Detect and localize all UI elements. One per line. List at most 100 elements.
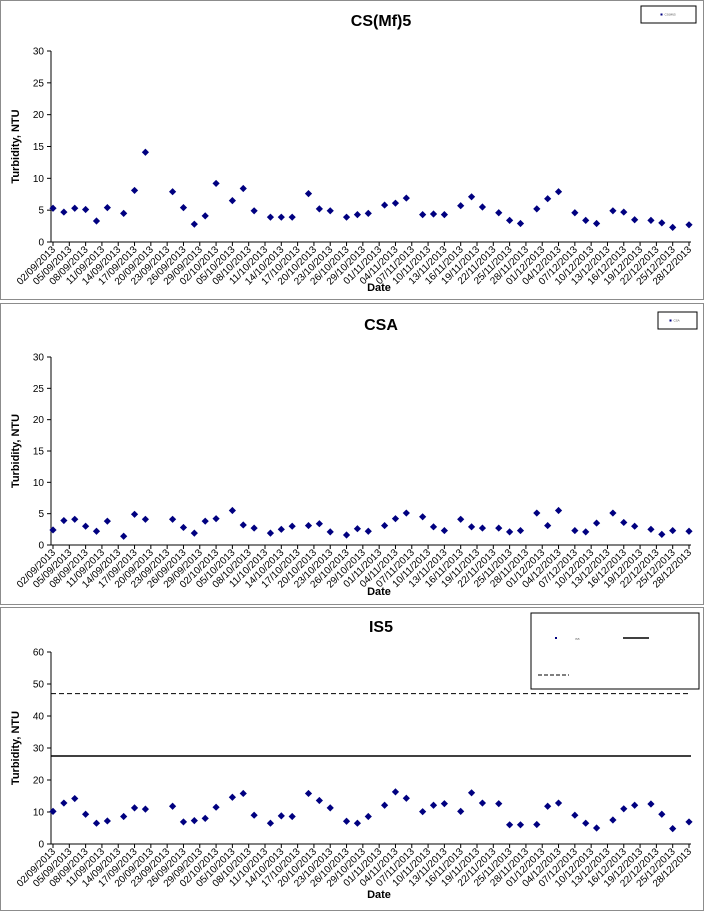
y-tick-label: 10	[33, 478, 45, 489]
y-tick-label: 0	[38, 238, 44, 249]
data-point	[71, 794, 79, 803]
data-point	[467, 193, 476, 201]
y-tick-label: 40	[33, 712, 45, 723]
y-tick-label: 30	[33, 353, 45, 364]
y-tick-label: 20	[33, 415, 45, 426]
data-point	[495, 524, 503, 532]
y-tick-label: 50	[33, 680, 45, 691]
data-point	[60, 516, 68, 525]
y-tick-label: 0	[38, 840, 44, 851]
data-point	[120, 812, 128, 821]
data-point	[685, 527, 693, 535]
y-axis-label: Turbidity, NTU	[10, 414, 22, 488]
data-point	[364, 812, 372, 821]
data-point	[228, 793, 236, 801]
data-point	[130, 186, 139, 195]
y-tick-label: 5	[38, 509, 44, 520]
data-point	[429, 210, 438, 218]
data-point	[168, 188, 177, 196]
data-point	[544, 195, 552, 203]
data-point	[609, 816, 617, 824]
data-point	[554, 188, 563, 196]
data-point	[440, 211, 448, 219]
data-point	[120, 209, 128, 217]
data-point	[288, 213, 296, 221]
y-tick-label: 5	[38, 206, 44, 217]
data-point	[49, 807, 57, 815]
chart-title: CSA	[364, 317, 398, 334]
data-point	[49, 204, 57, 212]
data-point	[571, 209, 579, 217]
data-point	[60, 208, 68, 216]
data-point	[103, 817, 111, 825]
data-point	[326, 804, 334, 812]
data-point	[631, 522, 639, 530]
data-point	[685, 221, 693, 229]
data-point	[571, 811, 579, 819]
y-axis-label: Turbidity, NTU	[10, 711, 22, 785]
data-point	[669, 526, 677, 535]
data-point	[544, 521, 552, 530]
data-point	[554, 506, 563, 515]
y-axis-label: Turbidity, NTU	[10, 109, 22, 183]
data-point	[326, 528, 334, 536]
data-point	[647, 216, 655, 224]
data-point	[592, 219, 601, 228]
data-point	[141, 515, 150, 523]
legend-label: CS(Mf)5	[665, 13, 676, 17]
data-point	[533, 509, 541, 517]
data-point	[419, 513, 427, 521]
data-point	[402, 194, 410, 202]
legend-marker	[660, 13, 663, 16]
data-point	[506, 821, 514, 829]
data-point	[92, 527, 101, 535]
data-point	[364, 209, 372, 217]
data-point	[658, 530, 666, 538]
data-point	[201, 212, 209, 220]
data-point	[380, 801, 389, 809]
data-point	[120, 532, 128, 540]
data-point	[60, 799, 68, 807]
data-point	[353, 525, 362, 533]
data-point	[495, 209, 503, 217]
data-point	[304, 789, 313, 798]
data-point	[402, 509, 410, 517]
data-point	[544, 802, 552, 810]
data-point	[168, 515, 177, 523]
y-tick-label: 0	[38, 541, 44, 552]
y-tick-label: 15	[33, 447, 45, 458]
data-point	[130, 804, 139, 812]
data-point	[467, 523, 476, 531]
data-point	[364, 527, 372, 535]
data-point	[620, 805, 628, 813]
data-point	[315, 796, 323, 805]
data-point	[380, 201, 389, 209]
data-point	[609, 509, 617, 517]
y-tick-label: 20	[33, 110, 45, 121]
data-point	[391, 199, 400, 207]
legend-box	[640, 5, 697, 24]
data-point	[516, 526, 525, 535]
data-point	[266, 213, 275, 221]
data-point	[250, 524, 258, 532]
data-point	[402, 794, 410, 802]
data-point	[478, 203, 487, 211]
data-point	[212, 179, 220, 188]
data-point	[669, 223, 677, 231]
data-point	[631, 216, 639, 224]
data-point	[288, 812, 296, 821]
data-point	[533, 820, 541, 829]
data-point	[277, 812, 285, 820]
data-point	[92, 217, 101, 225]
x-axis-label: Date	[367, 282, 391, 294]
data-point	[506, 528, 514, 536]
data-point	[315, 205, 323, 213]
data-point	[353, 819, 362, 827]
y-tick-label: 30	[33, 47, 45, 58]
y-tick-label: 15	[33, 142, 45, 153]
data-point	[669, 825, 677, 833]
data-point	[82, 522, 90, 530]
data-point	[103, 517, 111, 525]
